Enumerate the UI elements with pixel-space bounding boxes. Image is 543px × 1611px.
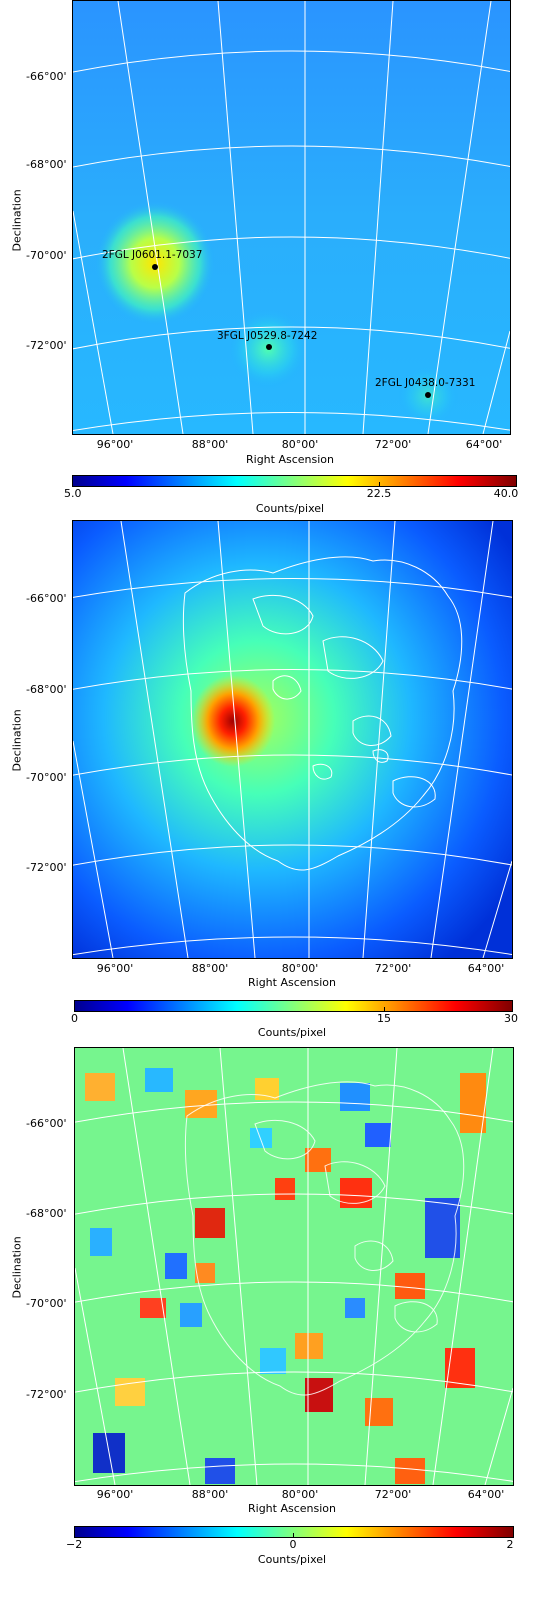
source-label: 2FGL J0601.1-7037 bbox=[102, 249, 203, 261]
x-tick-label: 88°00' bbox=[191, 962, 229, 975]
panel-counts-map: Declination -66°00' -68°00' -70°00' -72°… bbox=[0, 0, 543, 525]
colorbar-tick bbox=[384, 1007, 385, 1011]
colorbar-label: Counts/pixel bbox=[257, 1553, 327, 1566]
x-axis-label: Right Ascension bbox=[248, 1502, 336, 1515]
y-tick-label: -70°00' bbox=[26, 771, 67, 784]
x-axis-label: Right Ascension bbox=[248, 976, 336, 989]
model-map-image bbox=[72, 520, 513, 959]
x-tick-label: 96°00' bbox=[96, 1488, 134, 1501]
heatmap bbox=[75, 1048, 513, 1485]
x-tick-label: 88°00' bbox=[191, 1488, 229, 1501]
coordinate-grid bbox=[73, 521, 512, 958]
coordinate-grid bbox=[73, 1, 510, 434]
y-tick-label: -66°00' bbox=[26, 1117, 67, 1130]
x-tick-label: 64°00' bbox=[467, 962, 505, 975]
x-tick-label: 80°00' bbox=[281, 438, 319, 451]
panel-residual-map: Declination -66°00' -68°00' -70°00' -72°… bbox=[0, 1045, 543, 1611]
contour-lines bbox=[182, 556, 463, 871]
y-axis-label: Declination bbox=[10, 709, 24, 772]
colorbar-tick-label: 2 bbox=[506, 1538, 514, 1551]
colorbar-label: Counts/pixel bbox=[257, 1026, 327, 1039]
source-marker bbox=[152, 264, 158, 270]
coordinate-grid bbox=[75, 1048, 513, 1485]
x-tick-label: 88°00' bbox=[191, 438, 229, 451]
source-marker bbox=[425, 392, 431, 398]
y-tick-label: -70°00' bbox=[26, 1297, 67, 1310]
colorbar-tick-label: 0 bbox=[71, 1012, 78, 1025]
x-tick-label: 72°00' bbox=[374, 438, 412, 451]
heatmap bbox=[73, 521, 512, 958]
colorbar-tick-label: 22.5 bbox=[366, 487, 392, 500]
x-axis-label: Right Ascension bbox=[246, 453, 334, 466]
colorbar-tick-label: 5.0 bbox=[64, 487, 82, 500]
colorbar-label: Counts/pixel bbox=[255, 502, 325, 515]
colorbar-tick-label: 40.0 bbox=[493, 487, 519, 500]
heatmap bbox=[73, 1, 510, 434]
y-tick-label: -66°00' bbox=[26, 70, 67, 83]
colorbar bbox=[74, 1526, 514, 1538]
source-label: 2FGL J0438.0-7331 bbox=[375, 377, 476, 389]
y-tick-label: -66°00' bbox=[26, 592, 67, 605]
colorbar-tick-label: 30 bbox=[504, 1012, 518, 1025]
y-tick-label: -68°00' bbox=[26, 683, 67, 696]
x-tick-label: 64°00' bbox=[467, 1488, 505, 1501]
contour-lines bbox=[184, 1081, 465, 1396]
source-label: 3FGL J0529.8-7242 bbox=[217, 330, 318, 342]
colorbar-tick bbox=[293, 1533, 294, 1537]
x-tick-label: 72°00' bbox=[374, 1488, 412, 1501]
colorbar bbox=[72, 475, 517, 487]
colorbar bbox=[74, 1000, 513, 1012]
colorbar-tick-label: 0 bbox=[289, 1538, 297, 1551]
colorbar-tick-label: 15 bbox=[377, 1012, 391, 1025]
x-tick-label: 80°00' bbox=[281, 1488, 319, 1501]
y-tick-label: -68°00' bbox=[26, 158, 67, 171]
y-tick-label: -72°00' bbox=[26, 861, 67, 874]
y-tick-label: -68°00' bbox=[26, 1207, 67, 1220]
colorbar-tick bbox=[379, 482, 380, 486]
x-tick-label: 72°00' bbox=[374, 962, 412, 975]
counts-map-image: 2FGL J0601.1-7037 3FGL J0529.8-7242 2FGL… bbox=[72, 0, 511, 435]
y-tick-label: -70°00' bbox=[26, 249, 67, 262]
y-tick-label: -72°00' bbox=[26, 1388, 67, 1401]
x-tick-label: 96°00' bbox=[96, 438, 134, 451]
panel-model-map: Declination -66°00' -68°00' -70°00' -72°… bbox=[0, 520, 543, 1045]
x-tick-label: 96°00' bbox=[96, 962, 134, 975]
y-axis-label: Declination bbox=[10, 189, 24, 252]
x-tick-label: 80°00' bbox=[281, 962, 319, 975]
source-marker bbox=[266, 344, 272, 350]
y-axis-label: Declination bbox=[10, 1236, 24, 1299]
x-tick-label: 64°00' bbox=[465, 438, 503, 451]
y-tick-label: -72°00' bbox=[26, 339, 67, 352]
residual-map-image bbox=[74, 1047, 514, 1486]
colorbar-tick-label: −2 bbox=[66, 1538, 83, 1551]
